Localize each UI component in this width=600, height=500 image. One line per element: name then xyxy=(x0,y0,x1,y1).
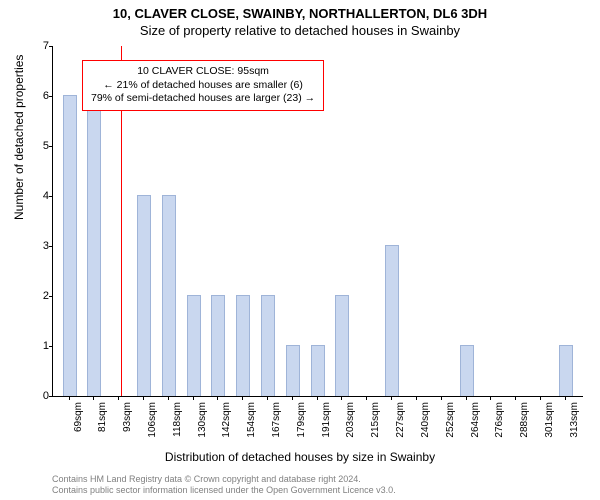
x-tick-label: 154sqm xyxy=(246,402,257,452)
histogram-bar xyxy=(87,95,101,396)
x-tick-label: 203sqm xyxy=(345,402,356,452)
x-tick-mark xyxy=(242,396,243,400)
x-tick-label: 191sqm xyxy=(321,402,332,452)
y-tick-mark xyxy=(49,96,53,97)
info-line1: 10 CLAVER CLOSE: 95sqm xyxy=(91,65,315,79)
x-tick-label: 276sqm xyxy=(494,402,505,452)
y-tick-mark xyxy=(49,146,53,147)
x-tick-mark xyxy=(317,396,318,400)
x-tick-label: 215sqm xyxy=(370,402,381,452)
y-tick-label: 2 xyxy=(31,290,49,302)
x-tick-label: 240sqm xyxy=(420,402,431,452)
x-tick-mark xyxy=(292,396,293,400)
footer-line1: Contains HM Land Registry data © Crown c… xyxy=(52,474,396,485)
x-tick-label: 142sqm xyxy=(221,402,232,452)
x-tick-mark xyxy=(217,396,218,400)
footer-line2: Contains public sector information licen… xyxy=(52,485,396,496)
histogram-bar xyxy=(335,295,349,396)
x-tick-label: 118sqm xyxy=(172,402,183,452)
x-tick-mark xyxy=(118,396,119,400)
histogram-bar xyxy=(286,345,300,396)
histogram-bar xyxy=(460,345,474,396)
chart-container: 10, CLAVER CLOSE, SWAINBY, NORTHALLERTON… xyxy=(0,0,600,500)
y-tick-label: 1 xyxy=(31,340,49,352)
x-tick-label: 313sqm xyxy=(569,402,580,452)
y-tick-label: 7 xyxy=(31,40,49,52)
x-tick-mark xyxy=(441,396,442,400)
x-tick-label: 252sqm xyxy=(445,402,456,452)
x-tick-label: 288sqm xyxy=(519,402,530,452)
y-tick-mark xyxy=(49,296,53,297)
y-tick-mark xyxy=(49,46,53,47)
x-tick-label: 130sqm xyxy=(197,402,208,452)
x-tick-mark xyxy=(466,396,467,400)
title-line2: Size of property relative to detached ho… xyxy=(0,21,600,38)
y-tick-mark xyxy=(49,246,53,247)
histogram-bar xyxy=(187,295,201,396)
histogram-bar xyxy=(385,245,399,396)
title-line1: 10, CLAVER CLOSE, SWAINBY, NORTHALLERTON… xyxy=(0,0,600,21)
y-tick-label: 4 xyxy=(31,190,49,202)
info-line2: ← 21% of detached houses are smaller (6) xyxy=(91,79,315,93)
x-tick-mark xyxy=(168,396,169,400)
histogram-bar xyxy=(236,295,250,396)
x-tick-mark xyxy=(391,396,392,400)
histogram-bar xyxy=(261,295,275,396)
chart-area: 0123456769sqm81sqm93sqm106sqm118sqm130sq… xyxy=(52,46,582,396)
histogram-bar xyxy=(63,95,77,396)
y-tick-label: 5 xyxy=(31,140,49,152)
x-tick-mark xyxy=(515,396,516,400)
x-tick-label: 301sqm xyxy=(544,402,555,452)
x-tick-label: 69sqm xyxy=(73,402,84,452)
x-tick-mark xyxy=(143,396,144,400)
y-tick-mark xyxy=(49,346,53,347)
histogram-bar xyxy=(162,195,176,396)
x-tick-label: 167sqm xyxy=(271,402,282,452)
y-tick-mark xyxy=(49,396,53,397)
histogram-bar xyxy=(559,345,573,396)
info-box: 10 CLAVER CLOSE: 95sqm ← 21% of detached… xyxy=(82,60,324,111)
histogram-bar xyxy=(311,345,325,396)
x-tick-mark xyxy=(93,396,94,400)
y-tick-label: 0 xyxy=(31,390,49,402)
histogram-bar xyxy=(137,195,151,396)
x-tick-label: 264sqm xyxy=(470,402,481,452)
x-tick-mark xyxy=(565,396,566,400)
x-tick-mark xyxy=(341,396,342,400)
footer: Contains HM Land Registry data © Crown c… xyxy=(52,474,396,496)
x-tick-mark xyxy=(416,396,417,400)
y-tick-label: 3 xyxy=(31,240,49,252)
x-tick-label: 81sqm xyxy=(97,402,108,452)
x-tick-mark xyxy=(267,396,268,400)
x-tick-label: 93sqm xyxy=(122,402,133,452)
x-tick-label: 179sqm xyxy=(296,402,307,452)
x-tick-label: 106sqm xyxy=(147,402,158,452)
x-tick-mark xyxy=(69,396,70,400)
x-tick-mark xyxy=(540,396,541,400)
x-axis-label: Distribution of detached houses by size … xyxy=(0,450,600,464)
x-tick-mark xyxy=(490,396,491,400)
histogram-bar xyxy=(211,295,225,396)
y-axis-label: Number of detached properties xyxy=(12,55,26,220)
y-tick-label: 6 xyxy=(31,90,49,102)
x-tick-mark xyxy=(366,396,367,400)
info-line3: 79% of semi-detached houses are larger (… xyxy=(91,92,315,106)
x-tick-mark xyxy=(193,396,194,400)
x-tick-label: 227sqm xyxy=(395,402,406,452)
y-tick-mark xyxy=(49,196,53,197)
